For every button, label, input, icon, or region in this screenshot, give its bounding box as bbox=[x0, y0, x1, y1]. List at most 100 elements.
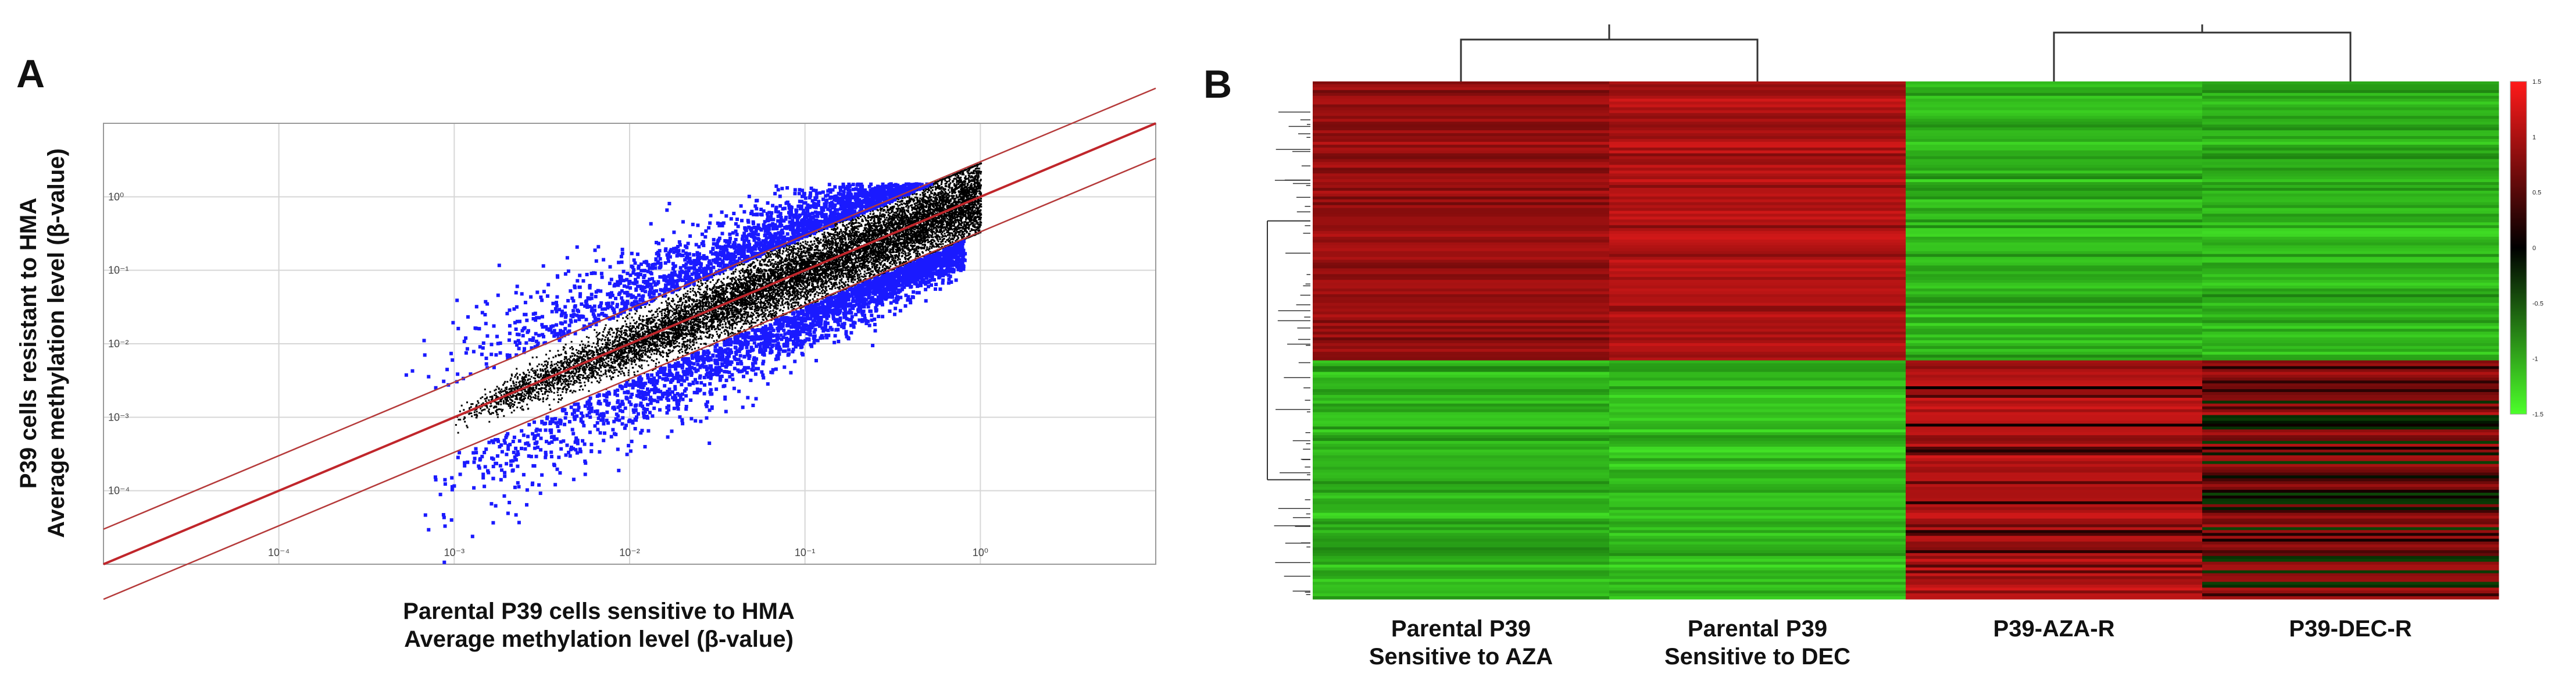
heatmap-cell bbox=[1906, 435, 2203, 439]
heatmap-cell bbox=[2202, 98, 2499, 102]
heatmap-cell bbox=[1906, 354, 2203, 358]
heatmap-cell bbox=[2202, 196, 2499, 200]
heatmap-cell bbox=[1313, 98, 1610, 102]
y-tick-label: 10⁻² bbox=[108, 338, 129, 350]
heatmap-cell bbox=[2202, 539, 2499, 542]
heatmap-cell bbox=[1313, 268, 1610, 272]
heatmap-cell bbox=[1906, 596, 2203, 600]
heatmap-cell bbox=[1609, 196, 1906, 200]
heatmap-cell bbox=[1313, 251, 1610, 255]
heatmap-cell bbox=[1906, 544, 2203, 548]
heatmap-cell bbox=[1906, 582, 2203, 585]
heatmap-cell bbox=[1313, 340, 1610, 344]
heatmap-cell bbox=[2202, 297, 2499, 301]
scatter-tick-labels: 10⁻⁴ 10⁻³ 10⁻² 10⁻¹ 10⁰ 10⁰ 10⁻¹ 10⁻² 10⁻³ 10⁻⁴ bbox=[108, 191, 988, 558]
heatmap-cell bbox=[1609, 248, 1906, 252]
dendrogram-root bbox=[1608, 24, 2203, 40]
heatmap-cell bbox=[1609, 394, 1906, 398]
heatmap-cell bbox=[2202, 329, 2499, 332]
heatmap-cell bbox=[1906, 138, 2203, 143]
heatmap-cell bbox=[1609, 127, 1906, 131]
heatmap-cell bbox=[1313, 101, 1610, 105]
heatmap-cell bbox=[1313, 452, 1610, 456]
heatmap-cell bbox=[1313, 484, 1610, 487]
heatmap-cell bbox=[1313, 564, 1610, 568]
heatmap-cell bbox=[1609, 493, 1906, 496]
panel-a-label: A bbox=[16, 52, 45, 96]
heatmap-cell bbox=[1313, 225, 1610, 229]
heatmap-cell bbox=[1906, 337, 2203, 341]
heatmap-cell bbox=[1609, 176, 1906, 180]
heatmap-cell bbox=[1313, 257, 1610, 261]
heatmap-cell bbox=[1313, 130, 1610, 134]
heatmap-cell bbox=[1906, 357, 2203, 361]
heatmap-cell bbox=[2202, 147, 2499, 151]
heatmap-cell bbox=[1313, 530, 1610, 533]
heatmap-cell bbox=[1609, 449, 1906, 453]
heatmap-cell bbox=[2202, 455, 2499, 459]
heatmap-cell bbox=[1313, 415, 1610, 419]
heatmap-cell bbox=[1609, 237, 1906, 240]
heatmap-cell bbox=[2202, 332, 2499, 335]
heatmap-cell bbox=[2202, 418, 2499, 422]
heatmap-cell bbox=[1609, 372, 1906, 375]
heatmap-cell bbox=[2202, 435, 2499, 439]
heatmap-cell bbox=[2202, 582, 2499, 585]
heatmap-cell bbox=[1609, 262, 1906, 266]
heatmap-cell bbox=[1313, 199, 1610, 203]
heatmap-cell bbox=[1609, 144, 1906, 148]
heatmap-cell bbox=[1609, 432, 1906, 436]
heatmap-cell bbox=[2202, 289, 2499, 292]
y-tick-label: 10⁻⁴ bbox=[108, 485, 130, 497]
heatmap-cell bbox=[1313, 242, 1610, 246]
heatmap-cell bbox=[1313, 153, 1610, 157]
heatmap-cell bbox=[1906, 87, 2203, 91]
heatmap-cell bbox=[2202, 348, 2499, 352]
colorbar-tick-label: 0.5 bbox=[2532, 190, 2541, 197]
heatmap-cell bbox=[1609, 510, 1906, 514]
heatmap-cell bbox=[1313, 558, 1610, 562]
reference-line-2 bbox=[103, 158, 1156, 600]
heatmap-cell bbox=[1609, 216, 1906, 220]
heatmap-cell bbox=[1906, 156, 2203, 160]
heatmap-cell bbox=[1313, 360, 1610, 364]
heatmap-cell bbox=[1906, 455, 2203, 459]
heatmap-cell bbox=[2202, 190, 2499, 194]
heatmap-cell bbox=[1609, 199, 1906, 203]
heatmap-cell bbox=[1906, 193, 2203, 197]
heatmap-cell bbox=[1906, 378, 2203, 381]
heatmap-cell bbox=[2202, 515, 2499, 519]
heatmap-cell bbox=[1313, 587, 1610, 591]
heatmap-cell bbox=[1313, 478, 1610, 482]
y-tick-label: 10⁻³ bbox=[108, 411, 129, 423]
heatmap-cell bbox=[2202, 87, 2499, 91]
heatmap-cell bbox=[1906, 392, 2203, 396]
heatmap-cell bbox=[1906, 446, 2203, 450]
heatmap-cell bbox=[2202, 590, 2499, 594]
heatmap-cell bbox=[1609, 280, 1906, 283]
heatmap-cell bbox=[1906, 512, 2203, 517]
heatmap-cell bbox=[1313, 133, 1610, 137]
heatmap-cell bbox=[2202, 340, 2499, 344]
heatmap-cell bbox=[1313, 429, 1610, 433]
heatmap-cell bbox=[1906, 484, 2203, 487]
heatmap-cell bbox=[1313, 127, 1610, 131]
heatmap-cell bbox=[2202, 182, 2499, 186]
heatmap-cell bbox=[1313, 113, 1610, 116]
heatmap-cell bbox=[2202, 268, 2499, 272]
heatmap-cell bbox=[1609, 426, 1906, 430]
heatmap-cell bbox=[1906, 208, 2203, 212]
heatmap-cell bbox=[1906, 205, 2203, 209]
heatmap-cell bbox=[2202, 438, 2499, 441]
heatmap-cell bbox=[1906, 162, 2203, 165]
heatmap-cell bbox=[1906, 518, 2203, 522]
heatmap-cell bbox=[1313, 585, 1610, 588]
row-dendrogram-root bbox=[1267, 220, 1310, 480]
heatmap-cell bbox=[1906, 90, 2203, 94]
heatmap-cell bbox=[1609, 245, 1906, 249]
heatmap-cell bbox=[1313, 553, 1610, 557]
heatmap-cell bbox=[2202, 150, 2499, 154]
heatmap-cell bbox=[1313, 162, 1610, 165]
heatmap-cell bbox=[1906, 277, 2203, 280]
heatmap-cell bbox=[1313, 308, 1610, 312]
